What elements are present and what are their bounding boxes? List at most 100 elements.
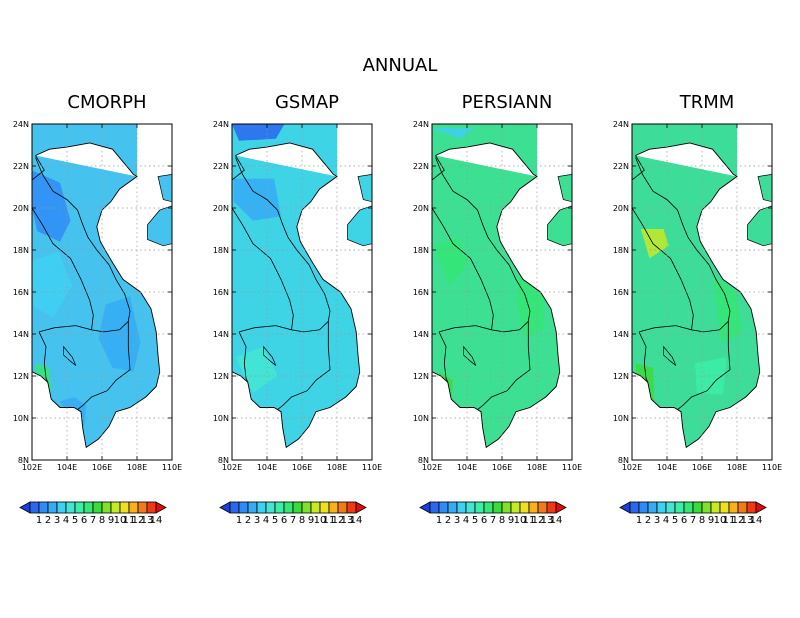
colorbar-label: 4 xyxy=(463,515,469,526)
lat-tick-label: 24N xyxy=(13,120,29,129)
country-border xyxy=(232,207,294,330)
colorbar-swatch xyxy=(528,501,539,514)
lat-tick-label: 10N xyxy=(213,414,229,423)
lat-tick-label: 20N xyxy=(413,204,429,213)
colorbar-swatch xyxy=(119,501,130,514)
figure-title: ANNUAL xyxy=(362,55,438,76)
panel-title: TRMM xyxy=(679,92,735,113)
country-border xyxy=(438,331,449,383)
colorbar-label: 2 xyxy=(445,515,451,526)
colorbar-swatch xyxy=(537,501,548,514)
lon-tick-label: 104E xyxy=(257,463,277,472)
precip-contour xyxy=(232,124,285,141)
lat-tick-label: 24N xyxy=(613,120,629,129)
country-border xyxy=(32,207,94,330)
country-border xyxy=(277,321,331,410)
country-border xyxy=(35,157,131,322)
country-border xyxy=(38,321,129,333)
lon-tick-label: 104E xyxy=(57,463,77,472)
colorbar-label: 11 xyxy=(523,515,536,526)
colorbar-arrow-low xyxy=(19,501,31,514)
lat-tick-label: 12N xyxy=(13,372,29,381)
colorbar-swatch xyxy=(647,501,658,514)
hainan-island xyxy=(147,205,172,247)
lat-tick-label: 24N xyxy=(213,120,229,129)
lon-tick-label: 108E xyxy=(527,463,547,472)
colorbar-label: 13 xyxy=(741,515,754,526)
colorbar-label: 2 xyxy=(45,515,51,526)
precip-contour xyxy=(432,128,474,139)
colorbar-swatch xyxy=(710,501,721,514)
colorbar-swatch xyxy=(274,501,285,514)
colorbar-arrow-high xyxy=(155,501,167,514)
colorbar-label: 7 xyxy=(290,515,296,526)
panel-gsmap: GSMAP 8N 10N 12N 14N 16N 18N 20N 22N 24N 102E 104E… xyxy=(213,92,402,482)
precip-contour xyxy=(695,357,727,395)
lon-tick-label: 104E xyxy=(457,463,477,472)
colorbar-swatch xyxy=(719,501,730,514)
lon-tick-label: 102E xyxy=(622,463,642,472)
colorbar-label: 12 xyxy=(532,515,545,526)
lat-tick-label: 10N xyxy=(413,414,429,423)
colorbar-label: 1 xyxy=(36,515,42,526)
lon-tick-label: 106E xyxy=(292,463,312,472)
precip-contour xyxy=(233,178,281,221)
colorbar-label: 7 xyxy=(90,515,96,526)
country-border xyxy=(238,321,329,333)
country-border xyxy=(632,207,694,330)
tonle-sap-lake xyxy=(63,345,77,366)
colorbar-swatch xyxy=(137,501,148,514)
colorbar-label: 8 xyxy=(699,515,705,526)
colorbar-label: 2 xyxy=(245,515,251,526)
colorbar-label: 6 xyxy=(81,515,87,526)
hainan-island xyxy=(347,205,372,247)
lon-tick-label: 110E xyxy=(562,463,582,472)
colorbar-label: 5 xyxy=(472,515,478,526)
lat-tick-label: 22N xyxy=(613,162,629,171)
lat-tick-label: 22N xyxy=(13,162,29,171)
lon-tick-label: 110E xyxy=(362,463,382,472)
lat-tick-label: 12N xyxy=(213,372,229,381)
colorbar-label: 10 xyxy=(514,515,527,526)
country-border xyxy=(638,331,649,383)
lon-tick-label: 102E xyxy=(22,463,42,472)
colorbar-swatch xyxy=(92,501,103,514)
map-field xyxy=(632,124,772,460)
colorbar-swatch xyxy=(319,501,330,514)
lat-tick-label: 8N xyxy=(618,456,629,465)
colorbar-label: 6 xyxy=(681,515,687,526)
country-border xyxy=(638,321,729,333)
map-persiann: 8N 10N 12N 14N 16N 18N 20N 22N 24N 102E 104E 106E 10… xyxy=(413,120,582,472)
lat-tick-label: 14N xyxy=(13,330,29,339)
panel-trmm: TRMM 8N 10N 12N 14N 16N 18N 20N 22N 24N 102E 104E 1… xyxy=(613,92,800,482)
colorbar-label: 9 xyxy=(308,515,314,526)
country-border xyxy=(635,157,731,322)
panel-title: CMORPH xyxy=(67,92,147,113)
colorbar-swatch xyxy=(483,501,494,514)
colorbar-swatch xyxy=(47,501,58,514)
map-field xyxy=(432,124,572,460)
colorbar-label: 7 xyxy=(490,515,496,526)
tonle-sap-lake xyxy=(463,345,477,366)
lat-tick-label: 8N xyxy=(218,456,229,465)
country-border xyxy=(77,321,131,410)
lat-tick-label: 16N xyxy=(213,288,229,297)
map-field xyxy=(232,124,372,460)
colorbar-label: 9 xyxy=(108,515,114,526)
country-border xyxy=(438,321,529,333)
leizhou-peninsula xyxy=(157,174,172,203)
colorbar-label: 5 xyxy=(272,515,278,526)
colorbar-swatch xyxy=(683,501,694,514)
colorbar-label: 4 xyxy=(263,515,269,526)
colorbar-label: 14 xyxy=(750,515,763,526)
colorbar-swatch xyxy=(65,501,76,514)
colorbar-label: 1 xyxy=(236,515,242,526)
colorbar-label: 14 xyxy=(550,515,563,526)
colorbar-swatch xyxy=(638,501,649,514)
lon-tick-label: 102E xyxy=(422,463,442,472)
lat-tick-label: 24N xyxy=(413,120,429,129)
lat-tick-label: 18N xyxy=(13,246,29,255)
country-border xyxy=(32,155,45,181)
colorbar-label: 5 xyxy=(672,515,678,526)
